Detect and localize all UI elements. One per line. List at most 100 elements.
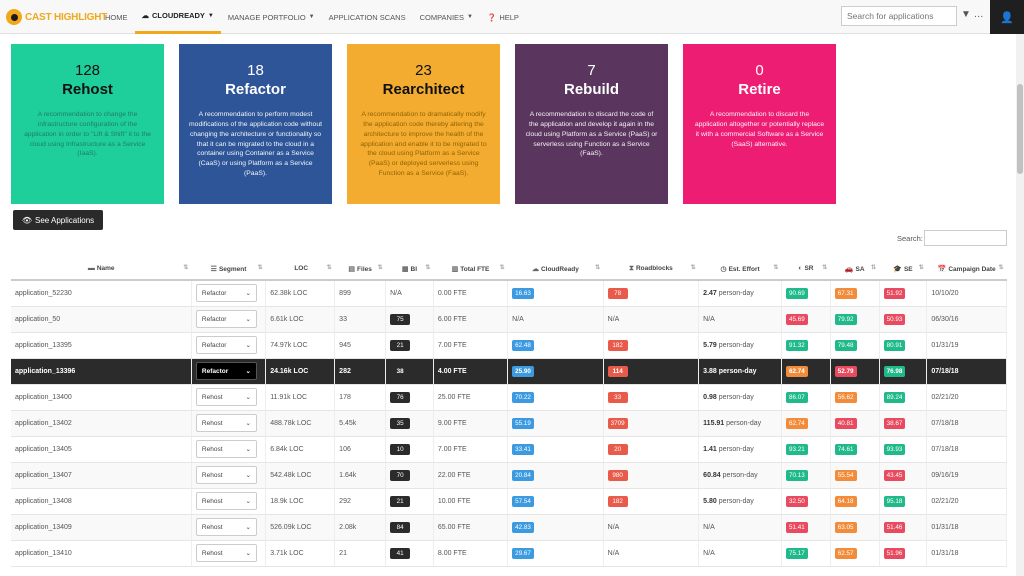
table-search-input[interactable]: [924, 230, 1007, 246]
sa-badge: 40.81: [834, 417, 857, 429]
table-row[interactable]: application_13400 Rehost ⌄ 11.91k LOC 178…: [11, 384, 1007, 411]
table-row[interactable]: application_13405 Rehost ⌄ 6.84k LOC 106 …: [11, 436, 1007, 463]
column-header-bi[interactable]: ▦ BI ⇅: [385, 258, 434, 281]
segment-select[interactable]: Rehost ⌄: [195, 440, 257, 458]
sort-icon[interactable]: ⇅: [257, 265, 263, 271]
brand-logo[interactable]: CAST HIGHLIGHT: [6, 9, 107, 25]
card-rearchitect[interactable]: 23 Rearchitect A recommendation to drama…: [347, 44, 500, 204]
sort-icon[interactable]: ⇅: [183, 265, 189, 271]
files-cell: 106: [334, 436, 387, 463]
segment-select[interactable]: Refactor ⌄: [195, 284, 257, 303]
column-header-sr[interactable]: ◐ SR ⇅: [781, 258, 831, 281]
column-header-campaign-date[interactable]: 📅 Campaign Date ⇅: [926, 258, 1007, 281]
table-row[interactable]: application_13402 Rehost ⌄ 488.78k LOC 5.…: [11, 410, 1007, 437]
nav-companies[interactable]: COMPANIES ▼: [413, 0, 480, 34]
nav-cloudready[interactable]: ☁ CLOUDREADY ▼: [134, 0, 221, 34]
sort-icon[interactable]: ⇅: [998, 265, 1004, 271]
sort-icon[interactable]: ⇅: [377, 265, 383, 271]
sort-icon[interactable]: ⇅: [690, 265, 696, 271]
column-label: Total FTE: [460, 265, 490, 273]
table-row[interactable]: application_13409 Rehost ⌄ 526.09k LOC 2.…: [11, 514, 1007, 541]
sort-icon[interactable]: ⇅: [822, 265, 828, 271]
app-name[interactable]: application_50: [11, 306, 192, 333]
see-applications-label: See Applications: [35, 215, 95, 225]
card-rehost[interactable]: 128 Rehost A recommendation to change th…: [11, 44, 164, 204]
segment-cell: Refactor ⌄: [191, 306, 267, 333]
column-header-se[interactable]: 🎓 SE ⇅: [879, 258, 927, 281]
road-badge: 182: [607, 339, 628, 351]
segment-cell: Refactor ⌄: [191, 332, 267, 359]
card-refactor[interactable]: 18 Refactor A recommendation to perform …: [179, 44, 332, 204]
sort-icon[interactable]: ⇅: [326, 265, 332, 271]
app-name[interactable]: application_13395: [11, 332, 192, 359]
sort-icon[interactable]: ⇅: [871, 265, 877, 271]
segment-select[interactable]: Rehost ⌄: [195, 414, 257, 432]
card-retire[interactable]: 0 Retire A recommendation to discard the…: [683, 44, 836, 204]
date-cell: 10/10/20: [926, 280, 1007, 307]
segment-select[interactable]: Rehost ⌄: [195, 466, 257, 484]
segment-select[interactable]: Refactor ⌄: [195, 336, 257, 354]
page-scrollbar[interactable]: [1016, 34, 1024, 576]
sa-badge: 63.05: [834, 521, 857, 533]
app-name[interactable]: application_52230: [11, 280, 192, 307]
column-header-name[interactable]: ▬ Name ⇅: [11, 258, 192, 281]
table-row[interactable]: application_13408 Rehost ⌄ 18.9k LOC 292 …: [11, 488, 1007, 515]
nav-manage-portfolio[interactable]: MANAGE PORTFOLIO ▼: [221, 0, 322, 34]
segment-select[interactable]: Refactor ⌄: [195, 362, 257, 380]
bi-badge: 21: [390, 339, 411, 351]
segment-select[interactable]: Rehost ⌄: [195, 518, 257, 536]
sort-icon[interactable]: ⇅: [595, 265, 601, 271]
bi-cell: 38: [385, 358, 434, 385]
table-row[interactable]: application_13396 Refactor ⌄ 24.16k LOC 2…: [11, 358, 1007, 385]
table-row[interactable]: application_13410 Rehost ⌄ 3.71k LOC 21 4…: [11, 540, 1007, 567]
column-header-segment[interactable]: ☰ Segment ⇅: [191, 258, 266, 281]
table-row[interactable]: application_13395 Refactor ⌄ 74.97k LOC 9…: [11, 332, 1007, 359]
nav-help[interactable]: ❓ HELP: [480, 0, 526, 34]
date-cell: 02/21/20: [926, 488, 1007, 515]
sort-icon[interactable]: ⇅: [918, 265, 924, 271]
segment-select[interactable]: Refactor ⌄: [195, 310, 257, 328]
table-row[interactable]: application_52230 Refactor ⌄ 62.38k LOC 8…: [11, 280, 1007, 307]
sort-icon[interactable]: ⇅: [425, 265, 431, 271]
nav-home[interactable]: HOME: [98, 0, 135, 34]
user-menu-button[interactable]: 👤: [990, 0, 1024, 34]
se-cell: 76.98: [879, 358, 928, 385]
app-name[interactable]: application_13400: [11, 384, 192, 411]
column-header-files[interactable]: ▤ Files ⇅: [334, 258, 386, 281]
column-label: Roadblocks: [635, 264, 673, 272]
column-header-est-effort[interactable]: ◷ Est. Effort ⇅: [698, 258, 782, 281]
column-header-cloudready[interactable]: ☁ CloudReady ⇅: [507, 258, 604, 281]
column-header-loc[interactable]: LOC ⇅: [265, 258, 335, 281]
column-header-total-fte[interactable]: ▥ Total FTE ⇅: [433, 258, 508, 281]
see-applications-button[interactable]: 👁 See Applications: [13, 210, 103, 230]
filter-icon[interactable]: ▼ …: [961, 9, 984, 20]
segment-select[interactable]: Rehost ⌄: [195, 544, 257, 562]
app-name[interactable]: application_13396: [11, 358, 192, 385]
table-row[interactable]: application_50 Refactor ⌄ 6.61k LOC 33 75…: [11, 306, 1007, 333]
application-search-input[interactable]: [841, 6, 957, 26]
segment-select[interactable]: Rehost ⌄: [195, 388, 257, 406]
sr-badge: 45.69: [785, 313, 808, 325]
card-count: 23: [415, 62, 432, 79]
cloudready-cell: 70.22: [507, 384, 604, 411]
card-rebuild[interactable]: 7 Rebuild A recommendation to discard th…: [515, 44, 668, 204]
column-label: Est. Effort: [728, 265, 760, 273]
column-header-roadblocks[interactable]: ⧗ Roadblocks ⇅: [603, 258, 699, 281]
app-name[interactable]: application_13402: [11, 410, 192, 437]
scrollbar-thumb[interactable]: [1017, 84, 1023, 174]
column-icon: ◐: [798, 265, 803, 272]
bi-cell: 21: [385, 488, 434, 515]
app-name[interactable]: application_13407: [11, 462, 192, 489]
segment-select[interactable]: Rehost ⌄: [195, 492, 257, 510]
app-name[interactable]: application_13410: [11, 540, 192, 567]
column-icon: 📅: [937, 265, 947, 273]
app-name[interactable]: application_13405: [11, 436, 192, 463]
sort-icon[interactable]: ⇅: [499, 265, 505, 271]
nav-application-scans[interactable]: APPLICATION SCANS: [322, 0, 413, 34]
app-name[interactable]: application_13408: [11, 488, 192, 515]
column-header-sa[interactable]: 🚗 SA ⇅: [830, 258, 880, 281]
sort-icon[interactable]: ⇅: [773, 265, 779, 271]
app-name[interactable]: application_13409: [11, 514, 192, 541]
table-row[interactable]: application_13407 Rehost ⌄ 542.48k LOC 1.…: [11, 462, 1007, 489]
files-cell: 899: [334, 280, 387, 307]
